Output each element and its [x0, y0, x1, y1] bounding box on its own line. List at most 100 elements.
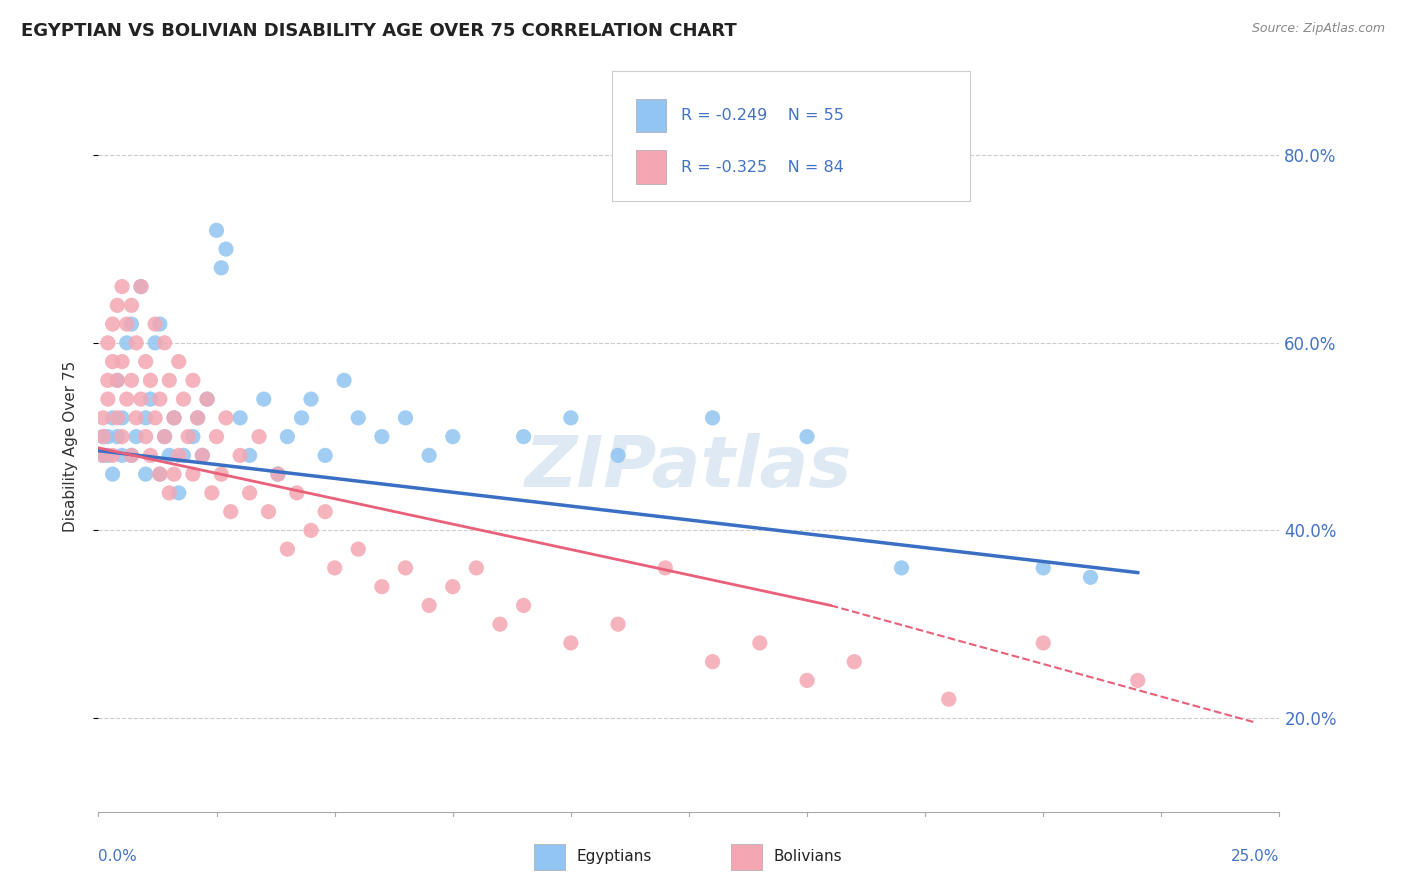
Point	[267, 467, 290, 482]
Point	[135, 429, 157, 443]
Point	[512, 599, 534, 613]
Point	[844, 655, 866, 669]
Point	[163, 410, 186, 425]
Point	[135, 467, 157, 482]
Point	[105, 373, 128, 387]
Point	[111, 354, 134, 368]
Point	[229, 449, 252, 463]
Point	[219, 505, 242, 519]
Point	[97, 429, 120, 443]
Point	[229, 410, 252, 425]
Point	[702, 655, 724, 669]
Point	[101, 317, 124, 331]
Text: ZIPatlas: ZIPatlas	[526, 434, 852, 502]
Point	[371, 580, 394, 594]
Point	[143, 410, 166, 425]
Point	[153, 335, 176, 350]
Point	[796, 429, 818, 443]
Point	[299, 524, 322, 538]
Point	[441, 580, 464, 594]
Point	[101, 467, 124, 482]
Point	[347, 410, 370, 425]
Text: Egyptians: Egyptians	[576, 849, 652, 864]
Point	[167, 354, 190, 368]
Point	[215, 242, 238, 256]
Point	[125, 410, 148, 425]
Point	[115, 317, 138, 331]
Point	[299, 392, 322, 406]
Point	[97, 392, 120, 406]
Point	[181, 429, 204, 443]
Point	[195, 392, 218, 406]
Point	[181, 373, 204, 387]
Point	[105, 429, 128, 443]
Point	[1126, 673, 1149, 688]
Point	[702, 410, 724, 425]
Point	[121, 298, 143, 312]
Point	[172, 392, 194, 406]
Point	[143, 317, 166, 331]
Point	[149, 467, 172, 482]
Point	[1080, 570, 1102, 584]
Point	[111, 449, 134, 463]
Point	[253, 392, 276, 406]
Text: EGYPTIAN VS BOLIVIAN DISABILITY AGE OVER 75 CORRELATION CHART: EGYPTIAN VS BOLIVIAN DISABILITY AGE OVER…	[21, 22, 737, 40]
Point	[748, 636, 770, 650]
Point	[890, 561, 912, 575]
Point	[129, 279, 152, 293]
Point	[239, 486, 262, 500]
Point	[209, 260, 232, 275]
Point	[285, 486, 308, 500]
Point	[115, 335, 138, 350]
Point	[607, 617, 630, 632]
Point	[172, 449, 194, 463]
Point	[371, 429, 394, 443]
Point	[796, 673, 818, 688]
Point	[121, 449, 143, 463]
Text: 0.0%: 0.0%	[98, 849, 138, 864]
Point	[347, 542, 370, 557]
Point	[153, 429, 176, 443]
Point	[139, 373, 162, 387]
Point	[105, 410, 128, 425]
Point	[163, 410, 186, 425]
Point	[394, 561, 416, 575]
Point	[209, 467, 232, 482]
Point	[938, 692, 960, 706]
Point	[333, 373, 356, 387]
Point	[97, 373, 120, 387]
Point	[101, 410, 124, 425]
Point	[125, 429, 148, 443]
Point	[290, 410, 312, 425]
Point	[97, 449, 120, 463]
Point	[654, 561, 676, 575]
Point	[129, 392, 152, 406]
Point	[191, 449, 214, 463]
Point	[323, 561, 346, 575]
Point	[149, 467, 172, 482]
Point	[91, 449, 114, 463]
Point	[205, 223, 228, 237]
Point	[560, 636, 582, 650]
Point	[1032, 561, 1054, 575]
Point	[1032, 636, 1054, 650]
Point	[121, 449, 143, 463]
Point	[121, 373, 143, 387]
Point	[239, 449, 262, 463]
Point	[187, 410, 209, 425]
Point	[177, 429, 200, 443]
Point	[121, 317, 143, 331]
Point	[97, 335, 120, 350]
Y-axis label: Disability Age Over 75: Disability Age Over 75	[63, 360, 77, 532]
Point	[157, 373, 180, 387]
Point	[91, 410, 114, 425]
Point	[125, 335, 148, 350]
Text: R = -0.325    N = 84: R = -0.325 N = 84	[681, 160, 844, 175]
Point	[257, 505, 280, 519]
Point	[267, 467, 290, 482]
Point	[91, 449, 114, 463]
Point	[418, 599, 440, 613]
Point	[157, 449, 180, 463]
Point	[418, 449, 440, 463]
Point	[489, 617, 512, 632]
